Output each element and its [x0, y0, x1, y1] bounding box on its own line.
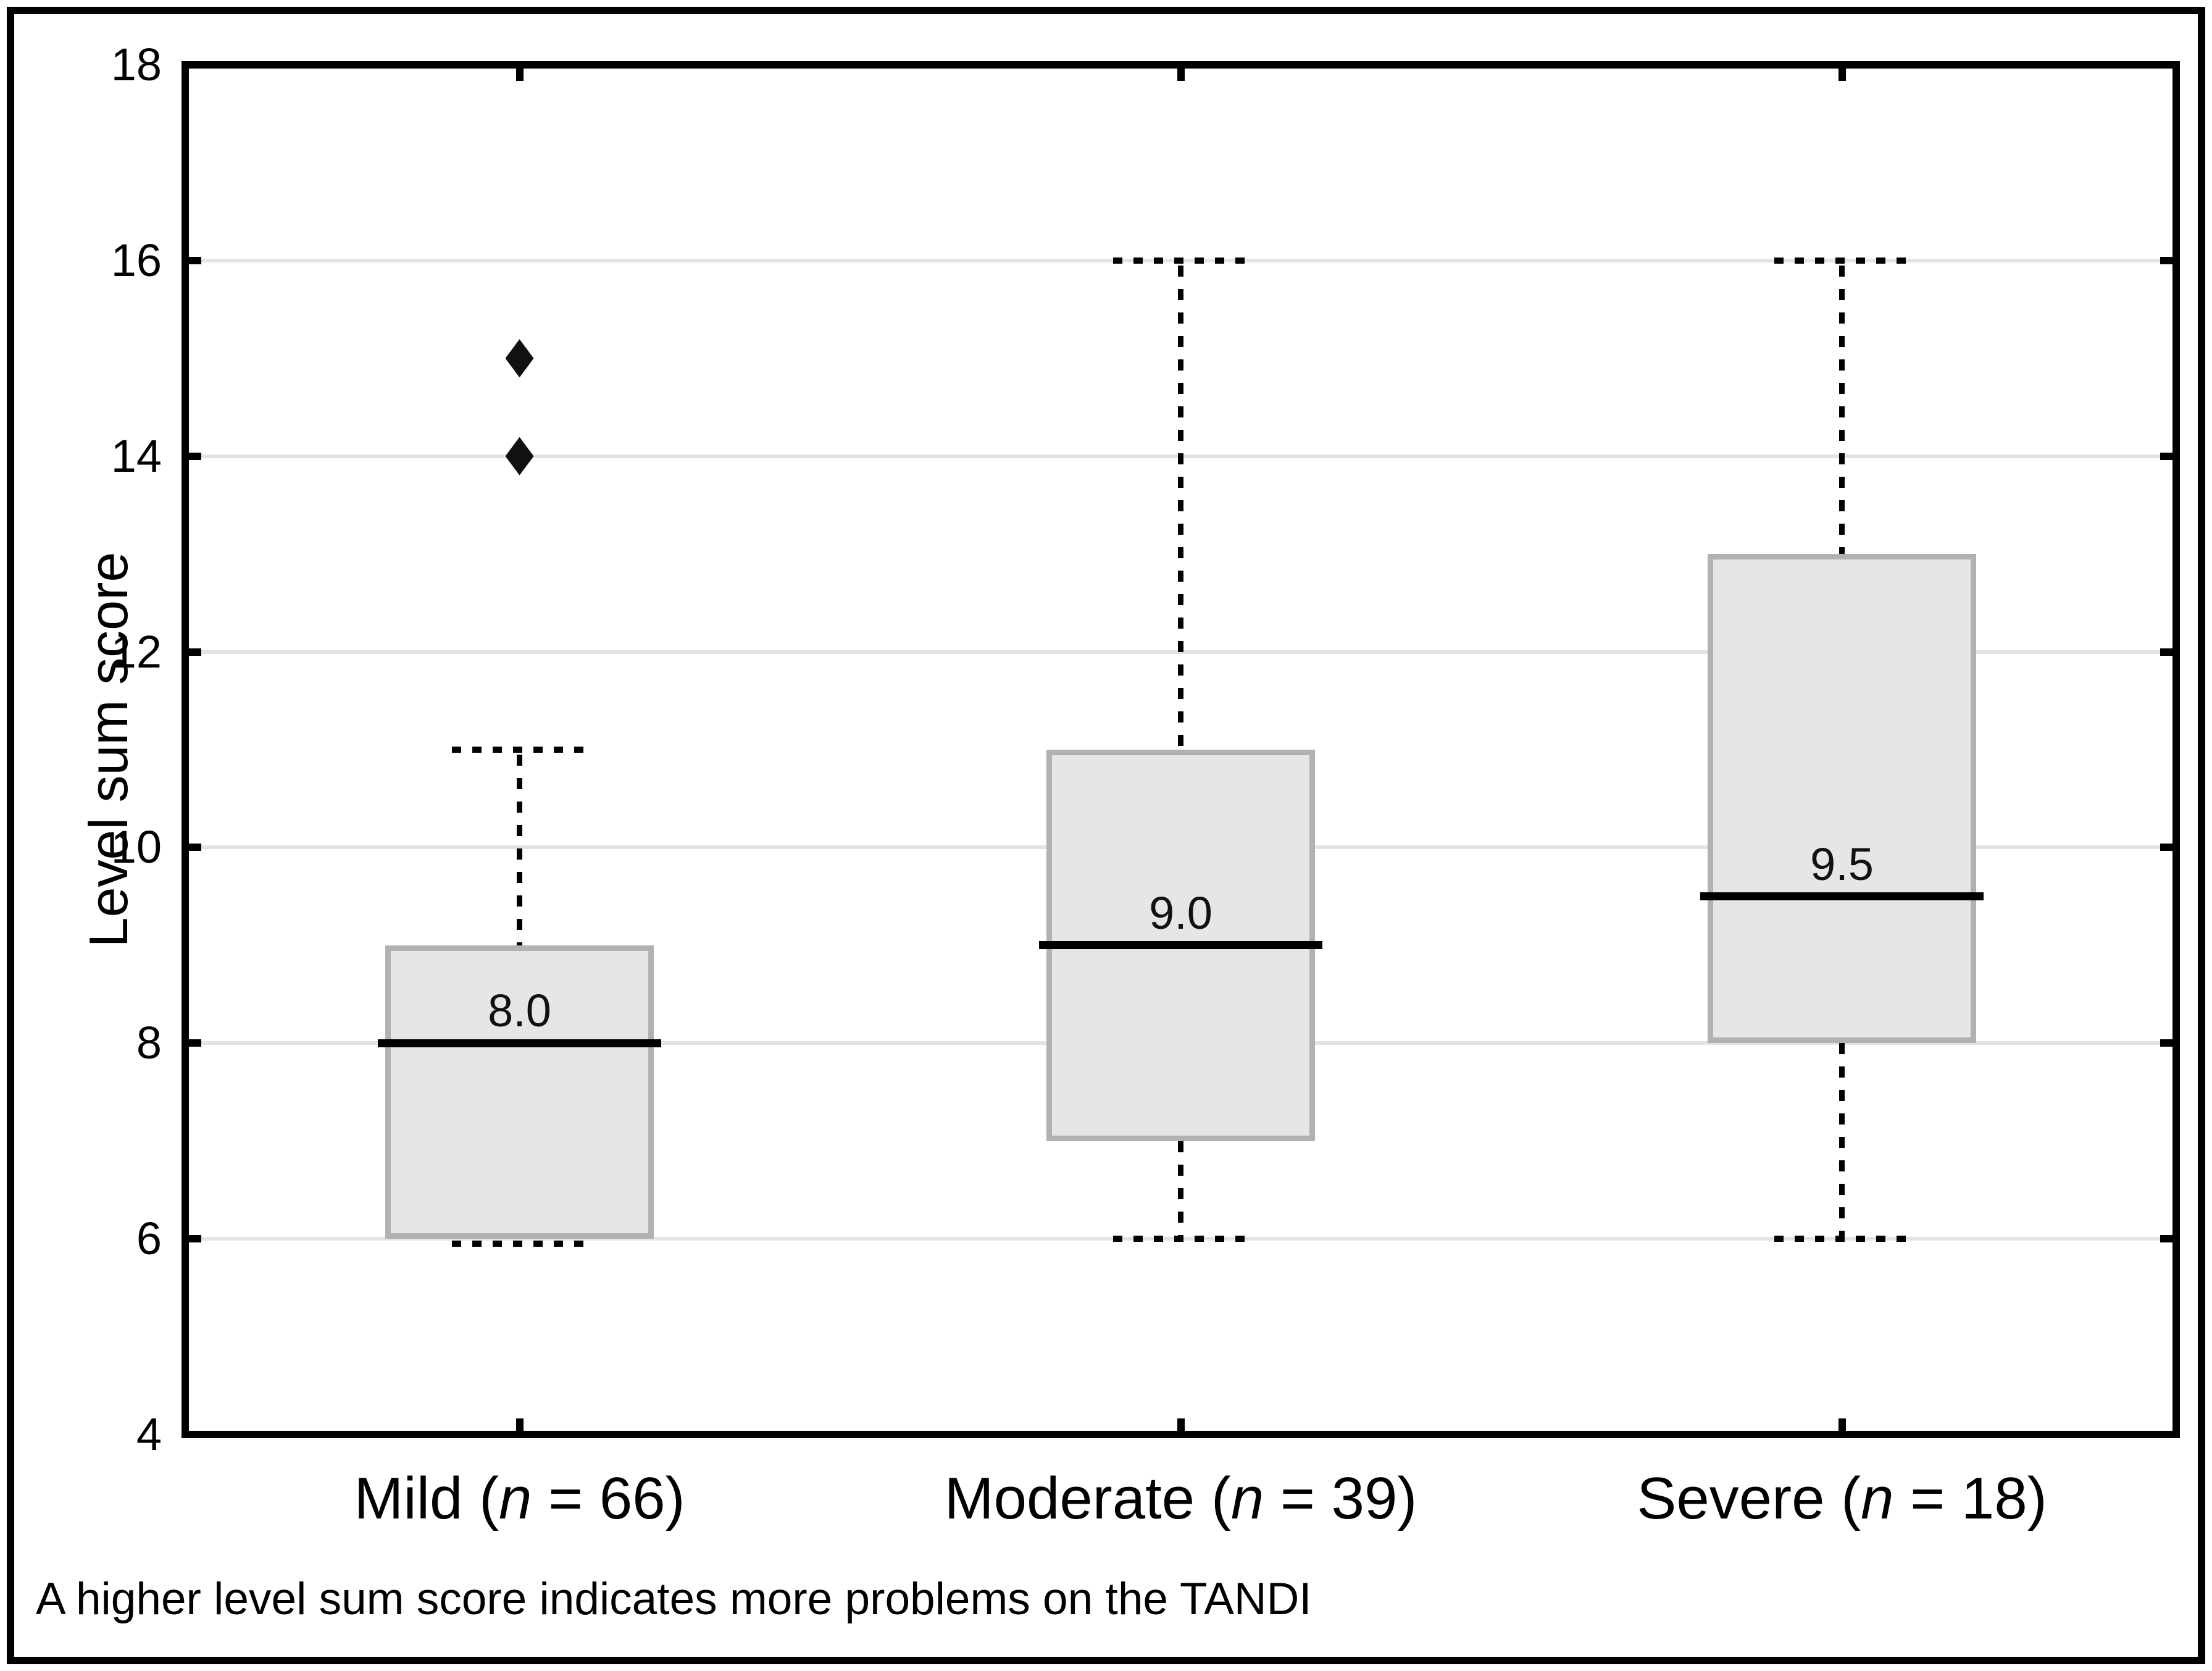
category-label: Severe (n = 18)	[1564, 1465, 2120, 1533]
n-symbol: n	[499, 1465, 532, 1531]
lower-whisker-cap	[451, 1241, 588, 1247]
x-axis-tick	[515, 69, 524, 81]
x-axis-tick	[515, 1418, 524, 1431]
x-axis-tick	[1177, 69, 1185, 81]
y-axis-tick	[189, 1235, 201, 1243]
median-value-label: 9.5	[1810, 838, 1874, 890]
outlier-diamond-icon	[505, 339, 534, 378]
figure-caption: A higher level sum score indicates more …	[36, 1574, 1312, 1624]
n-value: = 66)	[532, 1465, 685, 1531]
lower-whisker-cap	[1774, 1236, 1910, 1242]
upper-whisker-line	[1178, 265, 1183, 750]
median-line	[1700, 892, 1984, 901]
n-symbol: n	[1230, 1465, 1264, 1531]
x-axis-tick	[1838, 1418, 1846, 1431]
category-label: Mild (n = 66)	[242, 1465, 798, 1533]
plot-frame: 8.0 9.0 9.5	[182, 61, 2180, 1438]
upper-whisker-cap	[1774, 257, 1910, 264]
y-tick-label: 18	[111, 39, 162, 90]
y-tick-label: 14	[111, 430, 162, 482]
lower-whisker-line	[1839, 1043, 1845, 1239]
category-name: Mild (	[354, 1465, 499, 1531]
y-axis-tick	[2160, 256, 2172, 264]
y-axis-tick	[2160, 648, 2172, 656]
y-tick-label: 8	[136, 1017, 162, 1069]
upper-whisker-cap	[451, 747, 588, 753]
category-label: Moderate (n = 39)	[903, 1465, 1459, 1533]
median-value-label: 8.0	[488, 985, 551, 1037]
y-tick-label: 12	[111, 626, 162, 677]
lower-whisker-line	[1178, 1141, 1183, 1239]
y-tick-label: 10	[111, 821, 162, 873]
upper-whisker-line	[517, 755, 522, 945]
n-value: = 39)	[1264, 1465, 1417, 1531]
iqr-box	[1708, 554, 1976, 1044]
plot-area: 8.0 9.0 9.5	[189, 69, 2172, 1431]
y-axis-title: Level sum score	[78, 551, 139, 948]
y-axis-tick	[189, 1039, 201, 1047]
y-axis-tick	[2160, 1235, 2172, 1243]
upper-whisker-line	[1839, 265, 1845, 555]
y-tick-label: 4	[136, 1409, 162, 1460]
y-tick-label: 6	[136, 1213, 162, 1265]
y-axis-tick	[189, 648, 201, 656]
y-axis-tick	[2160, 452, 2172, 460]
n-value: = 18)	[1893, 1465, 2047, 1531]
y-tick-label: 16	[111, 234, 162, 286]
outlier-diamond-icon	[505, 437, 534, 475]
y-axis-tick	[2160, 1039, 2172, 1047]
median-value-label: 9.0	[1149, 887, 1212, 939]
upper-whisker-cap	[1112, 257, 1249, 264]
iqr-box	[385, 945, 654, 1239]
median-line	[378, 1039, 661, 1047]
x-axis-tick	[1838, 69, 1846, 81]
category-name: Severe (	[1637, 1465, 1861, 1531]
y-axis-tick	[189, 452, 201, 460]
category-name: Moderate (	[944, 1465, 1231, 1531]
y-axis-tick	[189, 844, 201, 852]
lower-whisker-cap	[1112, 1236, 1249, 1242]
y-axis-tick	[189, 256, 201, 264]
median-line	[1039, 941, 1322, 950]
y-axis-tick	[2160, 844, 2172, 852]
n-symbol: n	[1861, 1465, 1894, 1531]
x-axis-tick	[1177, 1418, 1185, 1431]
